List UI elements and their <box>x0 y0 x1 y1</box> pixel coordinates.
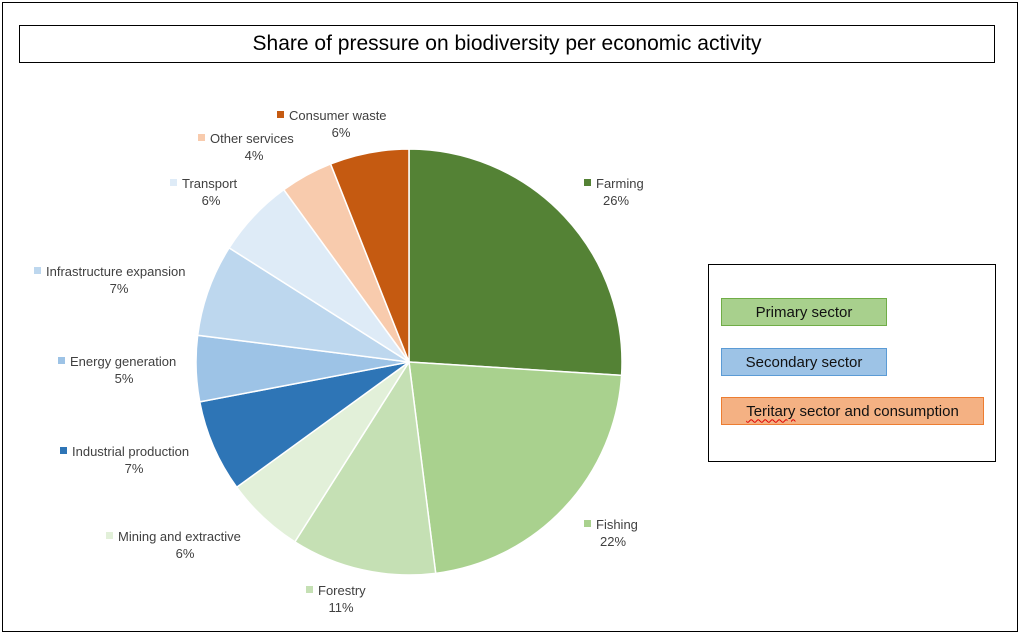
slice-pct-other-services: 4% <box>245 148 264 163</box>
legend-tertiary-word: Teritary <box>746 402 796 420</box>
pie-slice-fishing <box>408 361 623 575</box>
label-marker-transport <box>170 179 177 186</box>
chart-title-text: Share of pressure on biodiversity per ec… <box>252 32 762 55</box>
slice-pct-farming: 26% <box>603 193 629 208</box>
slice-pct-infrastructure-expansion: 7% <box>110 281 129 296</box>
pie-slice-farming <box>408 148 623 377</box>
legend-secondary-sector: Secondary sector <box>721 348 887 376</box>
slice-pct-forestry: 11% <box>328 600 353 615</box>
legend-secondary-label: Secondary sector <box>745 353 863 371</box>
sector-legend: Primary sector Secondary sector Teritary… <box>708 264 996 462</box>
label-marker-forestry <box>306 586 313 593</box>
chart-frame <box>2 2 1018 632</box>
label-marker-infrastructure-expansion <box>34 267 41 274</box>
slice-label-fishing: Fishing <box>596 517 638 532</box>
slice-label-consumer-waste: Consumer waste <box>289 108 387 123</box>
slice-label-forestry: Forestry <box>318 583 366 598</box>
legend-tertiary-rest: sector and consumption <box>795 402 959 420</box>
label-marker-other-services <box>198 134 205 141</box>
slice-pct-transport: 6% <box>202 193 221 208</box>
slice-pct-fishing: 22% <box>600 534 626 549</box>
label-marker-fishing <box>584 520 591 527</box>
slice-label-transport: Transport <box>182 176 238 191</box>
legend-tertiary-sector: Teritary sector and consumption <box>721 397 984 425</box>
label-marker-industrial-production <box>60 447 67 454</box>
label-marker-mining-and-extractive <box>106 532 113 539</box>
label-marker-farming <box>584 179 591 186</box>
label-marker-consumer-waste <box>277 111 284 118</box>
chart-title: Share of pressure on biodiversity per ec… <box>19 25 995 63</box>
slice-label-infrastructure-expansion: Infrastructure expansion <box>46 264 185 279</box>
slice-label-industrial-production: Industrial production <box>72 444 189 459</box>
slice-label-farming: Farming <box>596 176 644 191</box>
slice-pct-consumer-waste: 6% <box>332 125 351 140</box>
legend-primary-sector: Primary sector <box>721 298 887 326</box>
pie-slice-consumer-waste <box>329 148 410 363</box>
slice-label-mining-and-extractive: Mining and extractive <box>118 529 241 544</box>
legend-primary-label: Primary sector <box>755 303 853 321</box>
slice-label-energy-generation: Energy generation <box>70 354 176 369</box>
slice-label-other-services: Other services <box>210 131 294 146</box>
slice-pct-mining-and-extractive: 6% <box>176 546 195 561</box>
pie-slice-forestry <box>293 359 437 576</box>
legend-tertiary-label: Teritary sector and consumption <box>746 403 959 420</box>
slice-pct-energy-generation: 5% <box>115 371 134 386</box>
label-marker-energy-generation <box>58 357 65 364</box>
slice-pct-industrial-production: 7% <box>125 461 144 476</box>
